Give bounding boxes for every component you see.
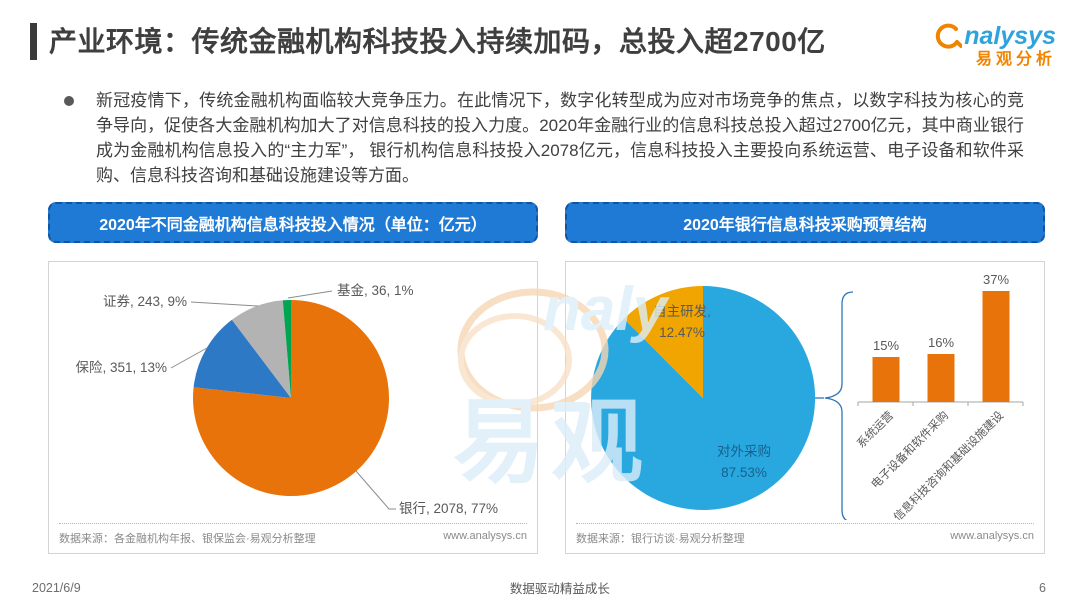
pie-slice-3 [282, 299, 291, 398]
right-chart-banner: 2020年银行信息科技采购预算结构 [565, 202, 1045, 243]
logo-latin-text: nalysys [964, 21, 1056, 50]
pie-chart-financial-institutions: 银行, 2078, 77% 保险, 351, 13% 证券, 243, 9% 基金, … [75, 282, 498, 516]
pie-inner-label-pct: 12.47% [659, 325, 705, 340]
bar-2 [982, 291, 1010, 402]
pie-callout-label: 证券, 243, 9% [103, 294, 187, 309]
summary-text: 新冠疫情下，传统金融机构面临较大竞争压力。在此情况下，数字化转型成为应对市场竞争… [96, 91, 1024, 185]
right-site-text: www.analysys.cn [950, 530, 1034, 542]
footer: 2021/6/9 数据驱动精益成长 6 [32, 578, 1046, 597]
right-source-row: 数据来源：银行访谈·易观分析整理 www.analysys.cn [576, 523, 1034, 546]
title-accent-bar [30, 23, 37, 60]
pie-slice-1 [193, 319, 291, 398]
left-site-text: www.analysys.cn [443, 530, 527, 542]
analysys-swirl-icon [936, 23, 963, 49]
pie-slice-2 [231, 300, 291, 398]
pie-slice-1 [624, 286, 703, 398]
pie-callout-label: 保险, 351, 13% [75, 360, 167, 375]
left-chart-banner: 2020年不同金融机构信息科技投入情况（单位：亿元） [48, 202, 538, 243]
header: 产业环境：传统金融机构科技投入持续加码，总投入超2700亿 nalysys 易观… [30, 20, 1056, 68]
right-chart-panel: 对外采购 87.53% 自主研发, 12.47% 15% 系统运营 16% 电子设备和软件采购… [565, 261, 1045, 554]
left-source-text: 数据来源：各金融机构年报、银保监会·易观分析整理 [59, 533, 316, 545]
left-chart-column: 2020年不同金融机构信息科技投入情况（单位：亿元） 银行, 2078, 77%… [48, 202, 538, 554]
bar-0 [872, 357, 900, 402]
left-chart-panel: 银行, 2078, 77% 保险, 351, 13% 证券, 243, 9% 基金, … [48, 261, 538, 554]
bar-value-label: 15% [873, 338, 899, 353]
right-source-text: 数据来源：银行访谈·易观分析整理 [576, 533, 745, 545]
footer-date: 2021/6/9 [32, 580, 81, 595]
analysys-logo: nalysys 易观分析 [932, 20, 1056, 68]
pie-and-bar-chart-bank-procurement: 对外采购87.53%自主研发,12.47%15%系统运营16%电子设备和软件采购… [591, 272, 1024, 520]
bar-value-label: 16% [928, 335, 954, 350]
footer-slogan: 数据驱动精益成长 [509, 582, 610, 596]
right-chart-column: 2020年银行信息科技采购预算结构 对外采购 87.53% 自主研发, 12.47% 1… [565, 202, 1045, 554]
bar-category-label: 信息科技咨询和基础设施建设 [891, 408, 1007, 520]
pie-slice-0 [591, 285, 816, 510]
pie-inner-label: 对外采购 [717, 444, 771, 459]
leader-line [170, 347, 208, 369]
brace-icon [824, 291, 854, 520]
bar-category-label: 系统运营 [854, 408, 896, 450]
leader-line [355, 470, 396, 510]
leader-line [190, 301, 259, 307]
bar-1 [927, 354, 955, 402]
pie-callout-label: 基金, 36, 1% [337, 282, 414, 298]
logo-cn-text: 易观分析 [975, 51, 1056, 68]
pie-callout-label: 银行, 2078, 77% [399, 501, 498, 516]
pie-slice-0 [193, 300, 390, 496]
left-source-row: 数据来源：各金融机构年报、银保监会·易观分析整理 www.analysys.cn [59, 523, 527, 546]
leader-line [287, 290, 333, 299]
page-title: 产业环境：传统金融机构科技投入持续加码，总投入超2700亿 [49, 26, 826, 57]
chart-columns: 2020年不同金融机构信息科技投入情况（单位：亿元） 银行, 2078, 77%… [48, 202, 1045, 554]
bar-value-label: 37% [983, 272, 1009, 287]
bullet-point-icon [64, 96, 74, 106]
pie-inner-label-pct: 87.53% [721, 465, 767, 480]
pie-inner-label: 自主研发, [653, 304, 711, 319]
footer-page-number: 6 [1039, 580, 1046, 595]
summary-paragraph: 新冠疫情下，传统金融机构面临较大竞争压力。在此情况下，数字化转型成为应对市场竞争… [62, 88, 1024, 188]
